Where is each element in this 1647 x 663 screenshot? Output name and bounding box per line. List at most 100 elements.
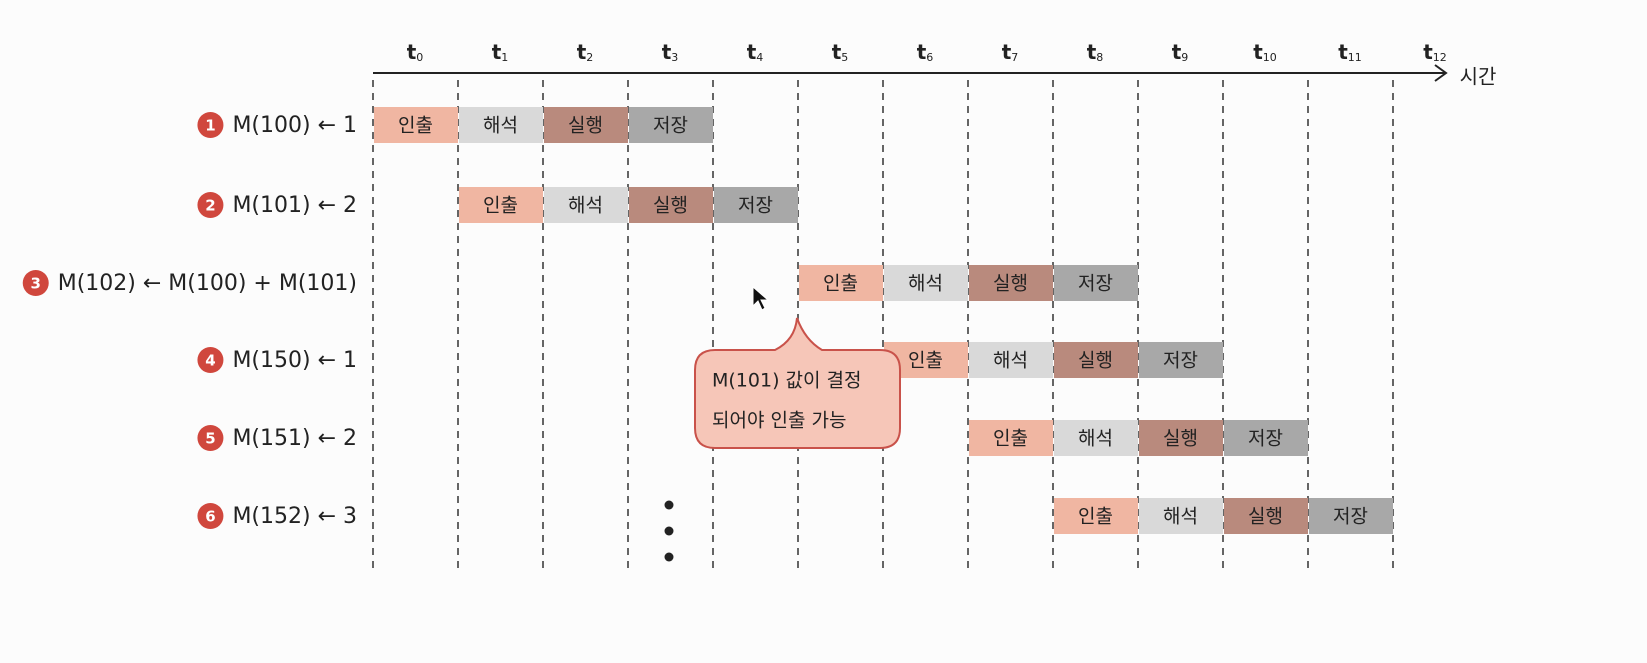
stage-block (1139, 420, 1223, 456)
stage-block (544, 187, 628, 223)
stage-block (1309, 498, 1393, 534)
stage-label: 저장 (1248, 428, 1283, 450)
time-label: t5 (832, 40, 849, 65)
time-sub: 12 (1433, 51, 1447, 64)
stage-label: 실행 (1163, 428, 1198, 450)
time-sub: 6 (926, 51, 933, 64)
ellipsis-dot (664, 500, 674, 510)
stage-label: 실행 (1078, 350, 1113, 372)
step-number: 6 (205, 508, 215, 526)
stage-block (969, 420, 1053, 456)
time-label: t4 (747, 40, 764, 65)
stage-block (629, 107, 713, 143)
time-label: t7 (1002, 40, 1019, 65)
time-sub: 4 (756, 51, 763, 64)
instruction-label: M(101) ← 2 (232, 193, 357, 218)
stage-block (714, 187, 798, 223)
time-base: t (1172, 40, 1182, 64)
stage-block (969, 342, 1053, 378)
step-number: 1 (205, 117, 215, 135)
callout-bubble (694, 317, 901, 449)
stage-block (459, 107, 543, 143)
step-badge (197, 347, 224, 373)
instruction-label: M(150) ← 1 (232, 348, 357, 373)
stage-label: 인출 (908, 350, 943, 372)
stage-label: 해석 (1163, 506, 1198, 528)
ellipsis-dot (664, 526, 674, 536)
axis-label: 시간 (1460, 65, 1497, 89)
time-sub: 5 (841, 51, 848, 64)
step-badge (197, 112, 224, 138)
stage-label: 저장 (1333, 506, 1368, 528)
stage-label: 해석 (568, 195, 603, 217)
step-number: 2 (205, 197, 215, 215)
time-base: t (577, 40, 587, 64)
stage-block (1224, 420, 1308, 456)
stage-label: 인출 (823, 273, 858, 295)
time-base: t (1087, 40, 1097, 64)
time-label: t12 (1423, 40, 1447, 65)
stage-label: 해석 (483, 115, 518, 137)
stage-block (1054, 265, 1138, 301)
time-label: t10 (1253, 40, 1277, 65)
stage-block (1054, 498, 1138, 534)
time-label: t6 (917, 40, 934, 65)
time-sub: 9 (1181, 51, 1188, 64)
time-sub: 11 (1348, 51, 1362, 64)
time-sub: 7 (1011, 51, 1018, 64)
step-number: 3 (31, 275, 41, 293)
time-label: t0 (407, 40, 424, 65)
time-base: t (1002, 40, 1012, 64)
stage-label: 해석 (1078, 428, 1113, 450)
stage-label: 해석 (993, 350, 1028, 372)
stage-label: 실행 (1248, 506, 1283, 528)
time-sub: 0 (416, 51, 423, 64)
time-sub: 8 (1096, 51, 1103, 64)
time-base: t (662, 40, 672, 64)
stage-label: 저장 (1163, 350, 1198, 372)
time-base: t (1253, 40, 1263, 64)
step-badge (197, 192, 224, 218)
stage-block (1224, 498, 1308, 534)
step-number: 5 (205, 430, 215, 448)
time-sub: 3 (671, 51, 678, 64)
stage-block (459, 187, 543, 223)
instruction-label: M(152) ← 3 (232, 504, 357, 529)
stage-label: 인출 (398, 115, 433, 137)
callout-text: M(101) 값이 결정 (712, 370, 861, 392)
step-badge (197, 425, 224, 451)
time-sub: 2 (586, 51, 593, 64)
stage-label: 실행 (653, 195, 688, 217)
stage-label: 저장 (653, 115, 688, 137)
callout-text: 되어야 인출 가능 (712, 410, 846, 432)
time-label: t1 (492, 40, 509, 65)
time-sub: 10 (1263, 51, 1277, 64)
instruction-label: M(100) ← 1 (232, 113, 357, 138)
stage-label: 해석 (908, 273, 943, 295)
stage-block (1054, 342, 1138, 378)
time-label: t9 (1172, 40, 1189, 65)
instruction-label: M(102) ← M(100) + M(101) (58, 271, 357, 296)
stage-block (1054, 420, 1138, 456)
stage-label: 실행 (993, 273, 1028, 295)
time-label: t3 (662, 40, 679, 65)
time-base: t (492, 40, 502, 64)
step-badge (22, 270, 49, 296)
stage-label: 저장 (738, 195, 773, 217)
stage-label: 실행 (568, 115, 603, 137)
stage-block (629, 187, 713, 223)
time-base: t (917, 40, 927, 64)
stage-block (1139, 498, 1223, 534)
stage-label: 인출 (483, 195, 518, 217)
time-label: t11 (1338, 40, 1362, 65)
stage-block (544, 107, 628, 143)
time-base: t (747, 40, 757, 64)
stage-block (1139, 342, 1223, 378)
step-number: 4 (205, 352, 215, 370)
time-base: t (1338, 40, 1348, 64)
stage-block (884, 265, 968, 301)
stage-label: 인출 (1078, 506, 1113, 528)
time-base: t (832, 40, 842, 64)
instruction-label: M(151) ← 2 (232, 426, 357, 451)
